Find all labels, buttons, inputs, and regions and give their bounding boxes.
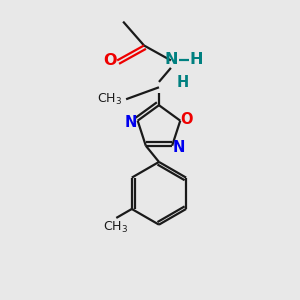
Text: O: O	[181, 112, 193, 127]
Text: N: N	[172, 140, 185, 155]
Text: H: H	[190, 52, 203, 67]
Text: CH$_3$: CH$_3$	[98, 92, 122, 107]
Text: H: H	[177, 75, 189, 90]
Text: N: N	[164, 52, 178, 67]
Text: CH$_3$: CH$_3$	[103, 220, 128, 235]
Text: N: N	[125, 115, 137, 130]
Text: O: O	[103, 53, 116, 68]
